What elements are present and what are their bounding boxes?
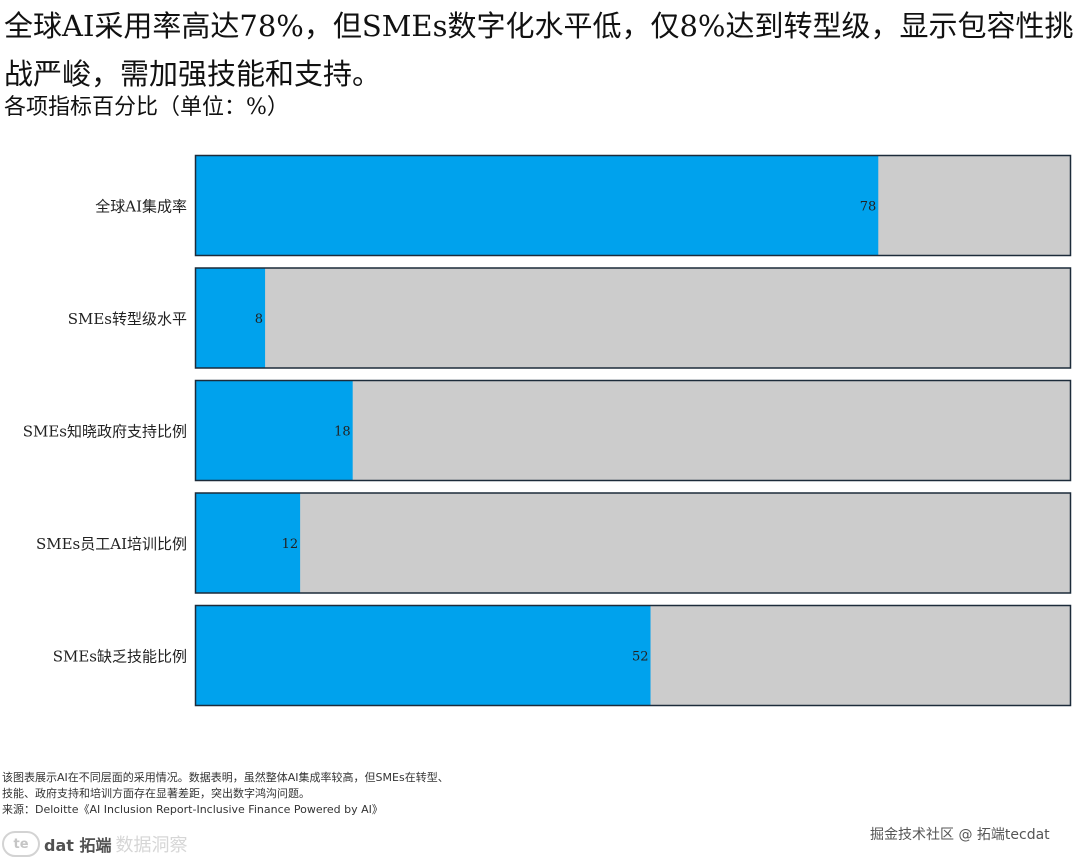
chart-title: 全球AI采用率高达78%，但SMEs数字化水平低，仅8%达到转型级，显示包容性挑… [4,9,1074,91]
data-label: 52 [632,650,649,665]
data-label: 18 [334,425,351,440]
bar-track [195,492,1071,594]
chart-subtitle: 各项指标百分比（单位：%） [4,95,289,120]
footnote: 该图表展示AI在不同层面的采用情况。数据表明，虽然整体AI集成率较高，但SMEs… [2,770,902,818]
footnote-line-1: 该图表展示AI在不同层面的采用情况。数据表明，虽然整体AI集成率较高，但SMEs… [2,771,449,784]
logo-watermark-text: 数据洞察 [115,835,188,856]
bar-track [195,267,1071,369]
data-label: 8 [255,312,263,327]
category-label: SMEs转型级水平 [68,310,187,328]
logo-text: dat 拓端 [44,836,112,855]
bar [195,380,353,481]
bar-frame [194,154,1072,257]
bar [195,605,651,706]
footnote-line-2: 技能、政府支持和培训方面存在显著差距，突出数字鸿沟问题。 [2,787,310,800]
logo-mark: te [2,831,40,857]
category-label: SMEs员工AI培训比例 [36,535,187,553]
tecdat-logo: te dat 拓端 数据洞察 [2,830,187,858]
bar [195,492,301,594]
bar-frame [194,379,1072,482]
bar [195,155,879,256]
bar-chart: 78 全球AI集成率 8 SMEs转型级水平 18 SMEs知晓政府支持比例 12 SMEs员… [23,154,1072,707]
bar-frame [194,604,1072,707]
data-label: 12 [282,537,299,552]
category-label: SMEs缺乏技能比例 [53,648,187,666]
category-label: 全球AI集成率 [95,198,187,216]
bar-frame [194,267,1072,369]
source-line: 来源：Deloitte《AI Inclusion Report-Inclusiv… [2,803,383,816]
watermark-text: 掘金技术社区 @ 拓端tecdat [870,827,1050,843]
bar-frame [194,492,1072,594]
category-label: SMEs知晓政府支持比例 [23,423,187,441]
bar [195,267,266,369]
data-label: 78 [860,200,877,215]
